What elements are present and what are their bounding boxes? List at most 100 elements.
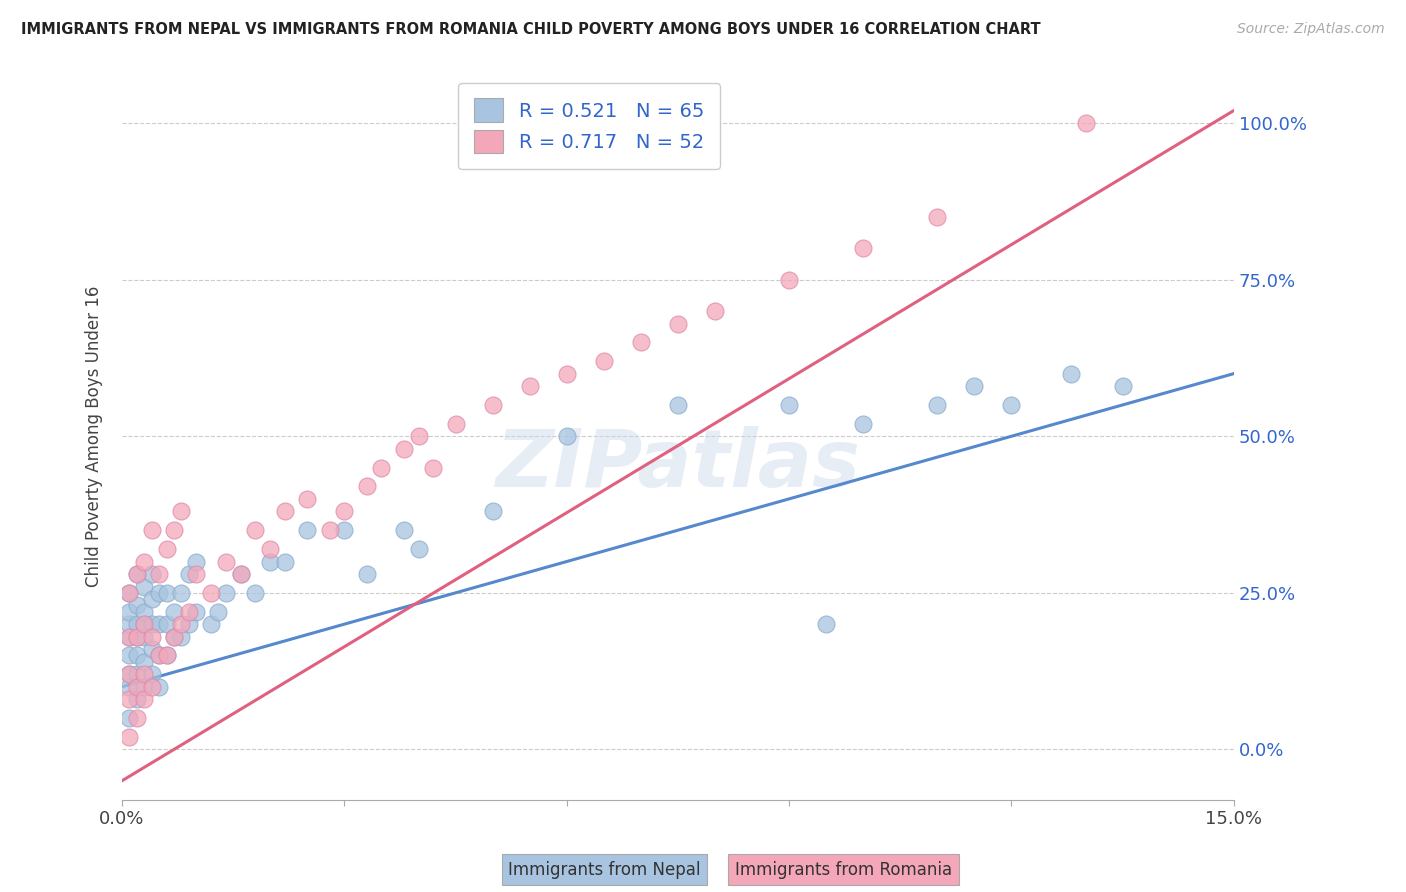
Point [592,354,614,368]
Point [141,567,163,582]
Point [118,605,141,619]
Point [125,692,148,706]
Point [163,630,186,644]
Point [125,567,148,582]
Point [118,630,141,644]
Point [666,398,689,412]
Point [186,555,208,569]
Y-axis label: Child Poverty Among Boys Under 16: Child Poverty Among Boys Under 16 [86,285,103,587]
Point [134,692,156,706]
Point [134,555,156,569]
Point [1000,398,1022,412]
Point [155,648,177,663]
Point [170,586,193,600]
Point [125,567,148,582]
Point [207,605,229,619]
Point [118,667,141,681]
Point [630,335,652,350]
Text: IMMIGRANTS FROM NEPAL VS IMMIGRANTS FROM ROMANIA CHILD POVERTY AMONG BOYS UNDER : IMMIGRANTS FROM NEPAL VS IMMIGRANTS FROM… [21,22,1040,37]
Point [177,617,200,632]
Point [141,642,163,657]
Point [444,417,467,431]
Point [118,630,141,644]
Point [148,648,170,663]
Point [134,680,156,694]
Point [555,429,578,443]
Point [200,617,222,632]
Point [155,586,177,600]
Point [408,429,430,443]
Point [259,541,281,556]
Point [259,555,281,569]
Point [704,304,727,318]
Point [134,655,156,669]
Point [229,567,252,582]
Point [274,555,297,569]
Point [274,504,297,518]
Point [963,379,986,393]
Point [148,617,170,632]
Point [356,567,378,582]
Point [118,667,141,681]
Point [125,711,148,725]
Text: Source: ZipAtlas.com: Source: ZipAtlas.com [1237,22,1385,37]
Point [555,367,578,381]
Point [118,730,141,744]
Point [125,680,148,694]
Point [1111,379,1133,393]
Point [815,617,838,632]
Point [118,586,141,600]
Point [356,479,378,493]
Point [125,667,148,681]
Point [125,599,148,613]
Point [245,586,267,600]
Point [333,504,356,518]
Point [177,605,200,619]
Point [125,648,148,663]
Text: Immigrants from Romania: Immigrants from Romania [735,861,952,879]
Point [134,617,156,632]
Point [370,460,392,475]
Point [408,541,430,556]
Point [170,617,193,632]
Point [141,680,163,694]
Point [170,630,193,644]
Point [148,567,170,582]
Point [134,617,156,632]
Point [245,523,267,537]
Point [141,523,163,537]
Point [215,586,238,600]
Point [125,630,148,644]
Point [134,580,156,594]
Point [666,317,689,331]
Point [148,648,170,663]
Point [1074,116,1097,130]
Point [141,617,163,632]
Point [125,630,148,644]
Point [134,667,156,681]
Point [118,692,141,706]
Point [1060,367,1083,381]
Point [170,504,193,518]
Point [118,617,141,632]
Point [155,617,177,632]
Point [141,630,163,644]
Legend: R = 0.521   N = 65, R = 0.717   N = 52: R = 0.521 N = 65, R = 0.717 N = 52 [458,83,720,169]
Point [392,523,415,537]
Point [163,523,186,537]
Point [200,586,222,600]
Point [118,648,141,663]
Point [927,210,949,224]
Point [297,523,319,537]
Point [141,667,163,681]
Point [229,567,252,582]
Point [318,523,340,537]
Point [148,586,170,600]
Point [118,680,141,694]
Point [155,541,177,556]
Point [519,379,541,393]
Point [118,586,141,600]
Point [778,273,800,287]
Point [215,555,238,569]
Point [778,398,800,412]
